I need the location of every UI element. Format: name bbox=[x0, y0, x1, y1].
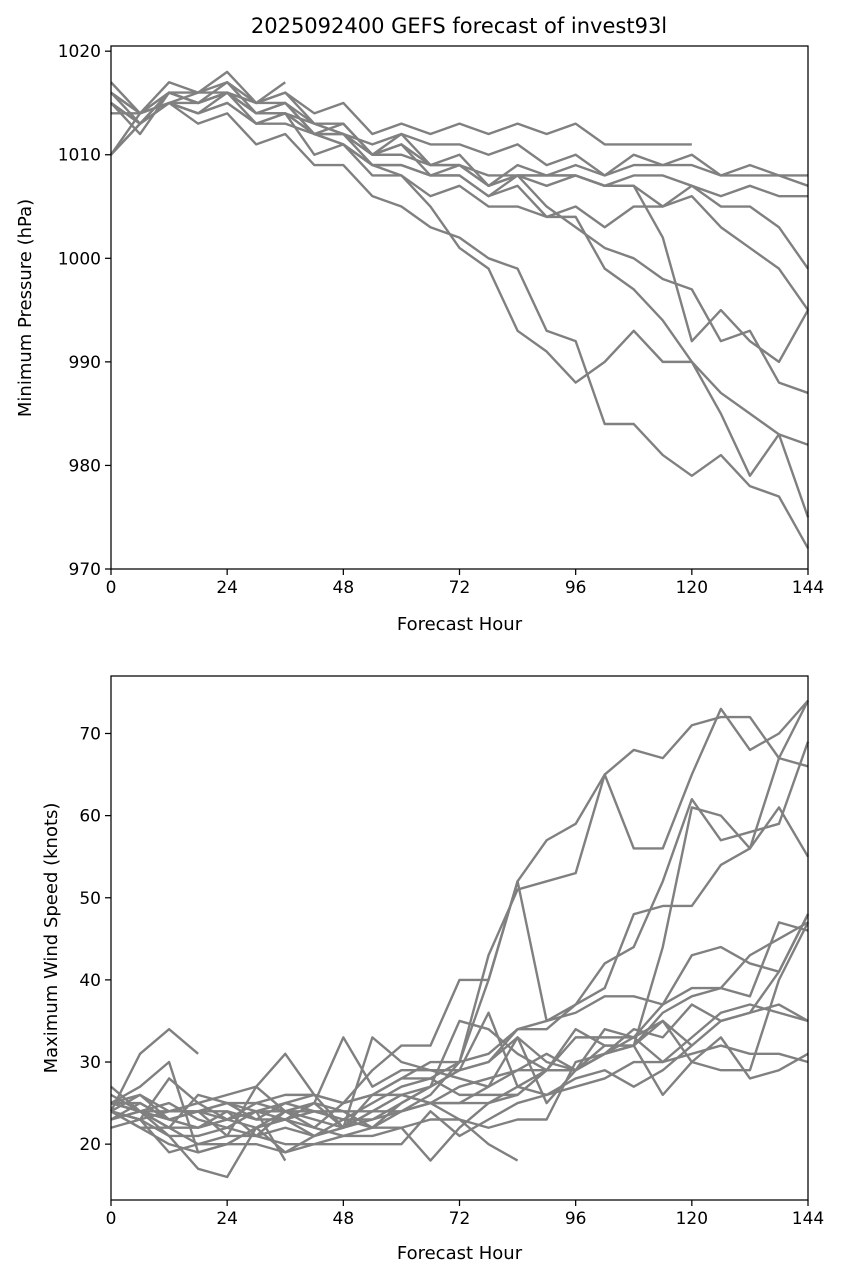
pressure-x-ticks: 0 24 48 72 96 120 144 bbox=[106, 569, 824, 598]
pressure-x-tick-label: 144 bbox=[792, 578, 824, 598]
pressure-x-tick-label: 72 bbox=[449, 578, 471, 598]
pressure-panel: 2025092400 GEFS forecast of invest93l 0 2… bbox=[15, 14, 824, 635]
wind-panel: 0 24 48 72 96 120 144 20 30 40 50 60 70 Forecast Ho… bbox=[41, 675, 824, 1264]
pressure-x-tick-label: 24 bbox=[216, 578, 238, 598]
pressure-y-tick-label: 1020 bbox=[58, 42, 101, 62]
pressure-y-ticks: 970 980 990 1000 1010 1020 bbox=[58, 42, 111, 580]
pressure-ensemble-line-12 bbox=[110, 81, 286, 115]
wind-x-tick-label: 72 bbox=[449, 1209, 471, 1229]
wind-x-tick-label: 24 bbox=[216, 1209, 238, 1229]
pressure-y-axis-label: Minimum Pressure (hPa) bbox=[15, 199, 36, 417]
chart-title: 2025092400 GEFS forecast of invest93l bbox=[251, 14, 667, 38]
wind-ensemble-line-19 bbox=[111, 1036, 809, 1138]
wind-ensemble-line-14 bbox=[110, 913, 810, 1138]
wind-ensemble-line-1 bbox=[109, 1027, 199, 1112]
wind-plot-frame bbox=[110, 675, 809, 1201]
wind-y-tick-label: 50 bbox=[79, 889, 101, 909]
wind-y-axis-label: Maximum Wind Speed (knots) bbox=[41, 803, 62, 1074]
pressure-x-tick-label: 0 bbox=[106, 578, 117, 598]
pressure-x-axis-label: Forecast Hour bbox=[397, 614, 523, 635]
wind-ensemble-line-10 bbox=[110, 1003, 809, 1162]
wind-x-tick-label: 144 bbox=[792, 1209, 824, 1229]
pressure-ensemble-line-1 bbox=[110, 70, 692, 146]
wind-y-tick-label: 70 bbox=[79, 724, 101, 744]
wind-x-axis-label: Forecast Hour bbox=[397, 1243, 523, 1264]
pressure-y-tick-label: 980 bbox=[69, 456, 101, 476]
wind-ensemble-line-16 bbox=[110, 1069, 548, 1113]
wind-x-tick-label: 120 bbox=[676, 1209, 708, 1229]
pressure-series-group bbox=[110, 70, 810, 549]
pressure-ensemble-line-10 bbox=[110, 101, 810, 549]
pressure-y-tick-label: 990 bbox=[69, 353, 101, 373]
wind-x-ticks: 0 24 48 72 96 120 144 bbox=[106, 1200, 824, 1229]
wind-series-group bbox=[109, 699, 810, 1179]
pressure-y-tick-label: 970 bbox=[69, 560, 101, 580]
wind-y-tick-label: 30 bbox=[79, 1053, 101, 1073]
wind-x-tick-label: 96 bbox=[565, 1209, 587, 1229]
pressure-x-tick-label: 48 bbox=[333, 578, 355, 598]
wind-y-tick-label: 20 bbox=[79, 1135, 101, 1155]
wind-y-tick-label: 40 bbox=[79, 971, 101, 991]
wind-x-tick-label: 0 bbox=[106, 1209, 117, 1229]
wind-ensemble-line-18 bbox=[110, 1077, 287, 1162]
wind-x-tick-label: 48 bbox=[333, 1209, 355, 1229]
pressure-ensemble-line-11 bbox=[110, 101, 810, 518]
pressure-x-tick-label: 96 bbox=[565, 578, 587, 598]
wind-y-tick-label: 60 bbox=[79, 807, 101, 827]
pressure-y-tick-label: 1000 bbox=[58, 249, 101, 269]
wind-y-ticks: 20 30 40 50 60 70 bbox=[79, 724, 111, 1155]
pressure-plot-frame bbox=[110, 45, 809, 570]
pressure-x-tick-label: 120 bbox=[676, 578, 708, 598]
pressure-y-tick-label: 1010 bbox=[58, 146, 101, 166]
wind-ensemble-line-7 bbox=[110, 880, 810, 1129]
